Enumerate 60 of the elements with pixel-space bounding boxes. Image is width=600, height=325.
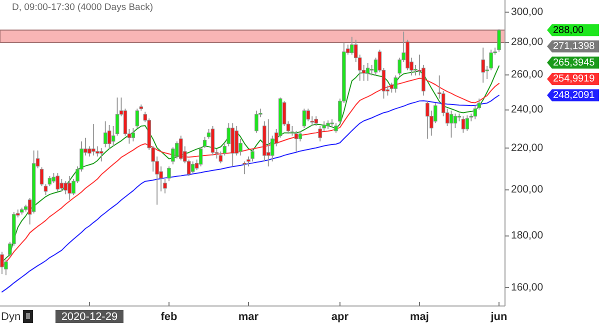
- y-tick-label: 160,00: [511, 281, 544, 294]
- text: 288,00: [553, 24, 584, 36]
- candlestick: [179, 135, 183, 161]
- line-series: [1, 94, 500, 292]
- x-tick-label: jun: [490, 311, 508, 323]
- y-tick-label: 280,00: [511, 36, 544, 48]
- y-tick-label: 180,00: [511, 230, 544, 242]
- candlestick: [294, 130, 298, 152]
- y-tick-label: 240,00: [511, 104, 544, 116]
- candlestick: [449, 110, 454, 138]
- candlestick: [56, 172, 60, 192]
- candlestick: [198, 146, 203, 167]
- candlestick: [314, 116, 318, 126]
- y-tick-label: 200,00: [511, 184, 544, 196]
- y-tick-label: 300,00: [511, 6, 544, 18]
- candlestick: [100, 148, 104, 162]
- candlestick: [302, 108, 306, 129]
- text: 254,9919: [553, 74, 596, 85]
- candlestick: [131, 128, 136, 142]
- candlestick: [104, 120, 108, 148]
- candlestick: [135, 108, 140, 129]
- candlestick: [68, 176, 72, 200]
- candlestick: [210, 125, 215, 156]
- candlestick: [64, 180, 68, 195]
- x-tick-label: 2020-12-29: [61, 311, 118, 323]
- text: 248,2091: [553, 90, 596, 101]
- candlestick: [254, 110, 258, 134]
- text: 265,3945: [553, 57, 596, 68]
- candlestick: [234, 125, 238, 156]
- candlestick: [461, 116, 466, 134]
- candlestick: [190, 160, 195, 174]
- candlestick: [60, 178, 64, 192]
- y-tick-label: 220,00: [511, 142, 544, 154]
- candlestick: [242, 160, 246, 175]
- candlestick: [394, 74, 398, 94]
- text: 271,1398: [553, 41, 596, 52]
- chart-title: D, 09:00-17:30 (4000 Days Back): [12, 2, 153, 13]
- candlestick: [350, 36, 354, 56]
- candlestick: [318, 125, 322, 142]
- candlestick: [426, 100, 430, 140]
- text: Dyn: [1, 311, 21, 323]
- candlestick: [465, 114, 470, 132]
- candlestick: [266, 118, 270, 167]
- x-tick-label: feb: [160, 311, 178, 323]
- candlestick: [453, 113, 458, 129]
- x-tick-label: mar: [238, 311, 260, 323]
- y-tick-label: 260,00: [511, 68, 544, 81]
- candlestick: [298, 130, 302, 142]
- x-tick-label: apr: [331, 311, 350, 323]
- x-tick-label: maj: [410, 311, 429, 323]
- candlestick: [497, 28, 501, 52]
- candlestick: [334, 122, 338, 134]
- candlestick: [48, 176, 52, 187]
- candlestick: [202, 136, 207, 148]
- candlestick: [0, 251, 4, 275]
- candlestick: [366, 62, 370, 82]
- candlestick: [92, 124, 96, 156]
- candlestick: [481, 47, 485, 84]
- candlestick: [167, 166, 171, 182]
- candlestick: [107, 124, 112, 150]
